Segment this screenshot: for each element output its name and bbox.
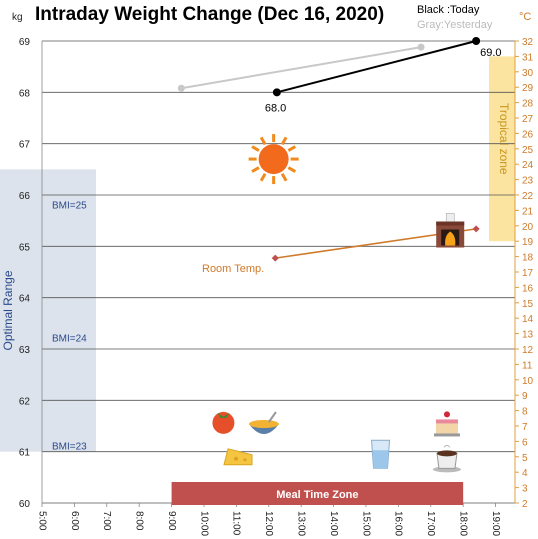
coffee-cup-icon: [432, 444, 461, 473]
series-point-today: [472, 37, 481, 45]
y-right-tick-label: 18: [522, 253, 534, 264]
y-right-tick-label: 16: [522, 283, 534, 294]
x-tick-label: 7:00: [101, 511, 112, 531]
meal-time-zone-band: [171, 482, 464, 505]
y-right-tick-label: 30: [522, 68, 534, 79]
y-right-tick-label: 20: [522, 222, 534, 233]
x-tick-label: 13:00: [296, 511, 307, 536]
cake-icon: [433, 411, 460, 437]
y-right-tick-label: 3: [522, 484, 528, 495]
series-point-today: [272, 88, 281, 97]
tropical-zone-label: Tropical zone: [497, 103, 511, 175]
y-right-tick-label: 28: [522, 99, 534, 110]
y-right-tick-label: 10: [522, 376, 534, 387]
chart-title: Intraday Weight Change (Dec 16, 2020): [35, 4, 384, 25]
x-tick-label: 12:00: [263, 511, 274, 536]
y-right-tick-label: 31: [522, 52, 534, 63]
y-right-tick-label: 22: [522, 191, 534, 202]
fireplace-icon: [436, 213, 465, 248]
soup-bowl-icon: [248, 411, 279, 434]
y-right-tick-label: 2: [522, 499, 528, 510]
sun-icon: [248, 134, 299, 185]
water-glass-icon: [371, 439, 391, 469]
series-point-room-temp-: [472, 225, 480, 233]
cheese-icon: [223, 448, 253, 466]
y-left-tick-label: 65: [19, 242, 31, 253]
series-point-room-temp-: [271, 254, 279, 262]
room-temp-label: Room Temp.: [202, 263, 264, 275]
data-label: 69.0: [480, 47, 501, 59]
y-left-tick-label: 60: [19, 499, 31, 510]
y-right-tick-label: 32: [522, 37, 534, 48]
y-left-tick-label: 69: [19, 37, 31, 48]
x-tick-label: 9:00: [166, 511, 177, 531]
y-right-tick-label: 12: [522, 345, 534, 356]
y-right-tick-label: 14: [522, 314, 534, 325]
legend-today: Black :Today: [417, 4, 480, 16]
x-tick-label: 11:00: [231, 511, 242, 536]
x-tick-label: 17:00: [425, 511, 436, 536]
y-right-tick-label: 13: [522, 330, 534, 341]
y-right-tick-label: 11: [522, 360, 533, 371]
y-right-tick-label: 24: [522, 160, 534, 171]
right-unit-label: °C: [519, 11, 531, 23]
x-tick-label: 5:00: [36, 511, 47, 531]
tomato-icon: [212, 411, 235, 434]
data-label: 68.0: [265, 102, 286, 114]
y-right-tick-label: 8: [522, 407, 528, 418]
y-left-tick-label: 62: [19, 396, 31, 407]
optimal-range-band: [0, 169, 96, 452]
y-left-tick-label: 68: [19, 88, 31, 99]
bmi-label: BMI=23: [52, 442, 87, 453]
left-unit-label: kg: [12, 12, 23, 23]
y-right-tick-label: 15: [522, 299, 534, 310]
y-right-tick-label: 29: [522, 83, 534, 94]
y-left-tick-label: 64: [19, 294, 31, 305]
x-tick-label: 15:00: [360, 511, 371, 536]
x-tick-label: 19:00: [490, 511, 501, 536]
tropical-zone-band: [489, 56, 515, 242]
series-point-yesterday: [177, 84, 185, 92]
bmi-label: BMI=24: [52, 334, 87, 345]
y-right-tick-label: 25: [522, 145, 534, 156]
optimal-range-label: Optimal Range: [1, 270, 15, 350]
y-right-tick-label: 4: [522, 468, 528, 479]
series-line-yesterday: [181, 46, 422, 90]
y-right-tick-label: 6: [522, 437, 528, 448]
bmi-label: BMI=25: [52, 200, 87, 211]
meal-time-zone-label: Meal Time Zone: [276, 489, 358, 501]
x-tick-label: 14:00: [328, 511, 339, 536]
x-tick-label: 8:00: [134, 511, 145, 531]
y-right-tick-label: 21: [522, 206, 534, 217]
series-point-yesterday: [417, 43, 425, 51]
series-line-today: [276, 40, 477, 94]
y-right-tick-label: 7: [522, 422, 528, 433]
y-left-tick-label: 63: [19, 345, 31, 356]
legend-yesterday: Gray:Yesterday: [417, 19, 493, 31]
x-tick-label: 10:00: [198, 511, 209, 536]
y-right-tick-label: 27: [522, 114, 534, 125]
x-tick-label: 18:00: [458, 511, 469, 536]
y-left-tick-label: 61: [19, 448, 31, 459]
x-tick-label: 16:00: [393, 511, 404, 536]
y-left-tick-label: 67: [19, 140, 31, 151]
y-right-tick-label: 17: [522, 268, 534, 279]
y-right-tick-label: 26: [522, 129, 534, 140]
y-right-tick-label: 19: [522, 237, 534, 248]
y-right-tick-label: 5: [522, 453, 528, 464]
y-left-tick-label: 66: [19, 191, 31, 202]
y-right-tick-label: 9: [522, 391, 528, 402]
y-right-tick-label: 23: [522, 176, 534, 187]
x-tick-label: 6:00: [69, 511, 80, 531]
